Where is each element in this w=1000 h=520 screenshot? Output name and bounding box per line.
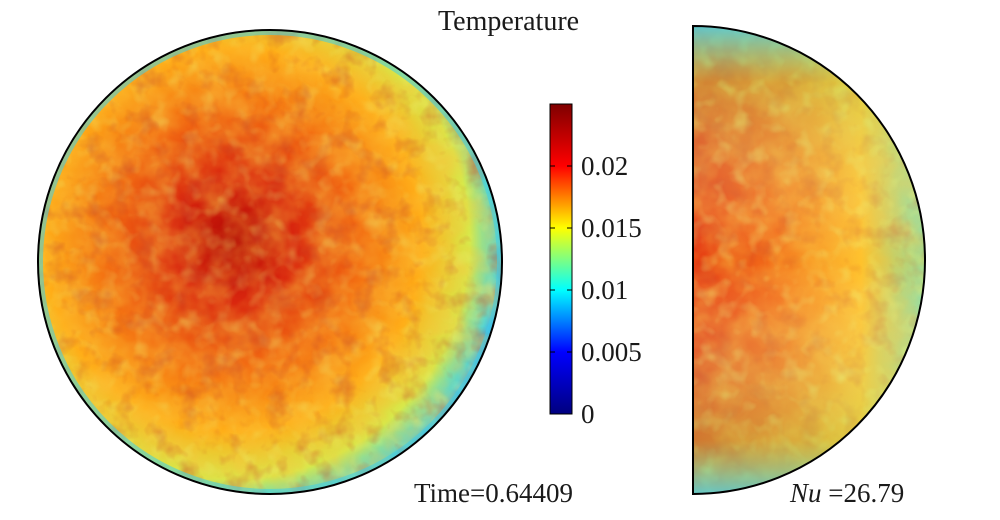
nusselt-label: Nu =26.79 bbox=[790, 478, 904, 509]
colorbar-tick-label: 0 bbox=[581, 398, 595, 429]
colorbar-tick-label: 0.02 bbox=[581, 150, 629, 181]
top-view-disk bbox=[38, 30, 502, 494]
nusselt-symbol: Nu bbox=[790, 478, 822, 508]
nusselt-value: =26.79 bbox=[821, 478, 905, 508]
time-label: Time=0.64409 bbox=[414, 478, 574, 508]
colorbar-tick-label: 0.015 bbox=[581, 212, 642, 243]
side-view-half-disk bbox=[693, 26, 925, 494]
colorbar-ticks bbox=[550, 165, 572, 415]
side-view-half-disk-outline bbox=[692, 24, 926, 496]
colorbar-tick-label: 0.01 bbox=[581, 274, 629, 305]
figure-title: Temperature bbox=[438, 6, 580, 37]
colorbar bbox=[549, 103, 573, 415]
top-view-disk-outline bbox=[37, 29, 503, 495]
colorbar-tick-label: 0.005 bbox=[581, 336, 642, 367]
